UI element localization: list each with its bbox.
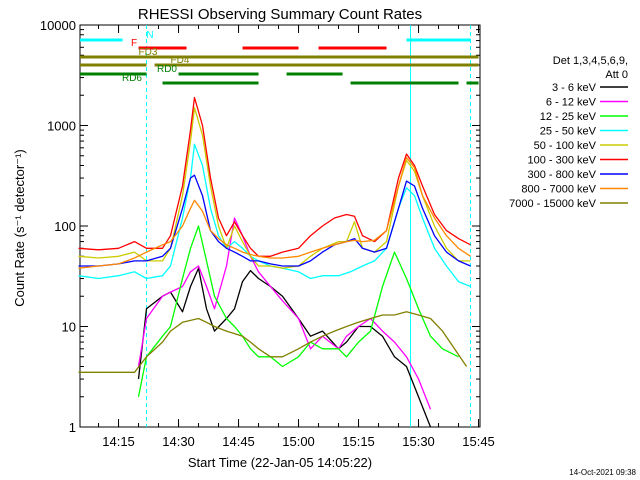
legend-entry-label: 800 - 7000 keV xyxy=(521,184,596,196)
x-axis-label: Start Time (22-Jan-05 14:05:22) xyxy=(188,455,372,470)
x-tick-label: 15:30 xyxy=(402,434,435,449)
y-tick-label: 10000 xyxy=(40,18,76,33)
timestamp: 14-Oct-2021 09:38 xyxy=(569,468,636,477)
legend-entry-label: 6 - 12 keV xyxy=(546,97,597,109)
legend-entry-label: 50 - 100 keV xyxy=(534,140,597,152)
legend-header-2: Att 0 xyxy=(605,69,628,81)
plot-area: 1 10 100 1000 10000 14:15 14:30 14:45 15:00 15:15… xyxy=(40,18,628,449)
flag-bar-label: FD4 xyxy=(171,55,190,66)
series-line xyxy=(137,217,432,410)
legend-entry-label: 100 - 300 keV xyxy=(528,155,597,167)
x-tick-label: 15:00 xyxy=(282,434,315,449)
y-tick-label: 1 xyxy=(69,420,76,435)
series-line xyxy=(78,174,471,267)
series-line xyxy=(78,143,471,288)
flag-bar-label: N xyxy=(146,30,153,41)
legend-entry-label: 300 - 800 keV xyxy=(528,169,597,181)
x-tick-label: 15:15 xyxy=(342,434,375,449)
flag-bar-label: RD6 xyxy=(122,73,142,84)
x-tick-label: 15:45 xyxy=(462,434,495,449)
legend-entry-label: 25 - 50 keV xyxy=(540,126,597,138)
series-line xyxy=(78,96,471,257)
legend-entry-label: 7000 - 15000 keV xyxy=(509,198,597,210)
y-tick-label: 1000 xyxy=(47,119,76,134)
chart-title: RHESSI Observing Summary Count Rates xyxy=(138,6,422,23)
series-line xyxy=(137,267,432,428)
series-line xyxy=(137,225,459,397)
x-tick-label: 14:30 xyxy=(162,434,195,449)
series-line xyxy=(78,156,471,269)
y-tick-label: 10 xyxy=(62,320,76,335)
x-tick-label: 14:45 xyxy=(222,434,255,449)
legend-entry-label: 3 - 6 keV xyxy=(552,82,597,94)
series-line xyxy=(78,311,468,373)
y-tick-label: 100 xyxy=(54,219,76,234)
y-axis-label: Count Rate (s⁻¹ detector⁻¹) xyxy=(12,149,27,307)
flag-bar-label: F xyxy=(131,38,137,49)
flag-bar-label: RD0 xyxy=(157,64,177,75)
series-line xyxy=(78,107,471,269)
legend-entry-label: 12 - 25 keV xyxy=(540,111,597,123)
flag-bar-label: FD3 xyxy=(139,47,158,58)
x-tick-label: 14:15 xyxy=(102,434,135,449)
legend-header-1: Det 1,3,4,5,6,9, xyxy=(553,55,628,67)
